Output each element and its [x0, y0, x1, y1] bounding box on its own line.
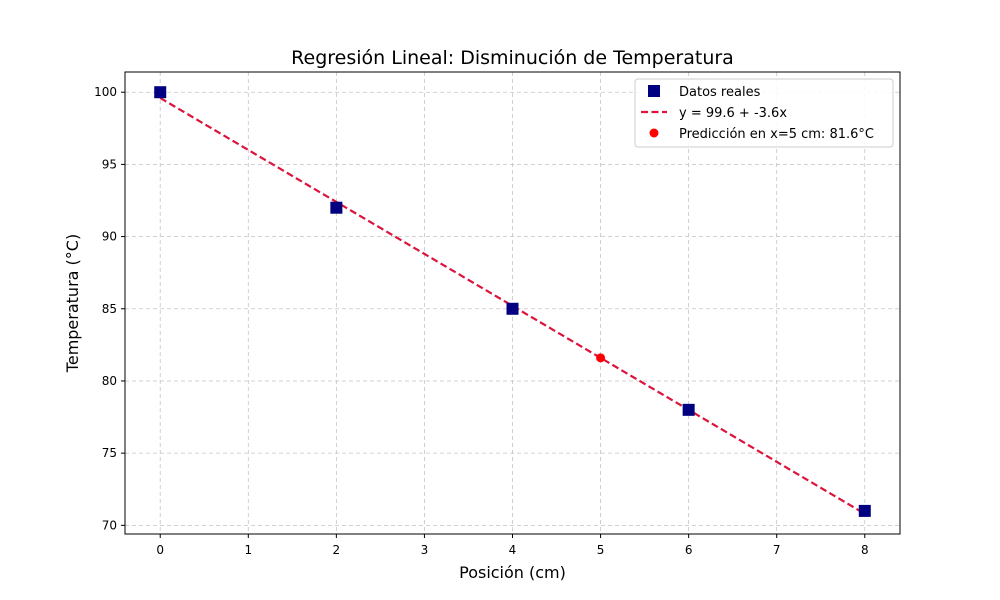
- y-tick-label: 75: [102, 446, 117, 460]
- x-tick-label: 4: [509, 543, 517, 557]
- data-point-square: [858, 504, 871, 517]
- data-point-square: [506, 302, 519, 315]
- y-axis-title: Temperatura (°C): [63, 234, 82, 373]
- legend-box: [634, 78, 894, 148]
- chart-title: Regresión Lineal: Disminución de Tempera…: [291, 47, 734, 69]
- x-tick-label: 6: [685, 543, 693, 557]
- x-tick-label: 3: [421, 543, 429, 557]
- y-tick-label: 85: [102, 302, 117, 316]
- data-point-square: [330, 201, 343, 214]
- y-tick-label: 95: [102, 157, 117, 171]
- legend-label: Predicción en x=5 cm: 81.6°C: [679, 127, 874, 142]
- data-point-square: [682, 403, 695, 416]
- x-tick-label: 1: [244, 543, 252, 557]
- y-tick-label: 80: [102, 374, 117, 388]
- y-tick-label: 90: [102, 230, 117, 244]
- y-tick-label: 70: [102, 518, 117, 532]
- legend-label: Datos reales: [679, 85, 761, 100]
- legend-swatch-circle: [649, 128, 659, 138]
- x-tick-label: 5: [597, 543, 605, 557]
- prediction-point: [596, 353, 606, 363]
- x-tick-label: 7: [773, 543, 781, 557]
- x-axis-title: Posición (cm): [459, 563, 566, 582]
- legend-label: y = 99.6 + -3.6x: [679, 106, 787, 121]
- x-tick-label: 0: [156, 543, 164, 557]
- legend-swatch-square: [648, 85, 660, 97]
- x-tick-label: 8: [861, 543, 869, 557]
- y-tick-label: 100: [94, 85, 117, 99]
- x-tick-label: 2: [333, 543, 341, 557]
- legend: Datos reales y = 99.6 + -3.6x Predicción e…: [634, 78, 894, 148]
- data-point-square: [154, 86, 167, 99]
